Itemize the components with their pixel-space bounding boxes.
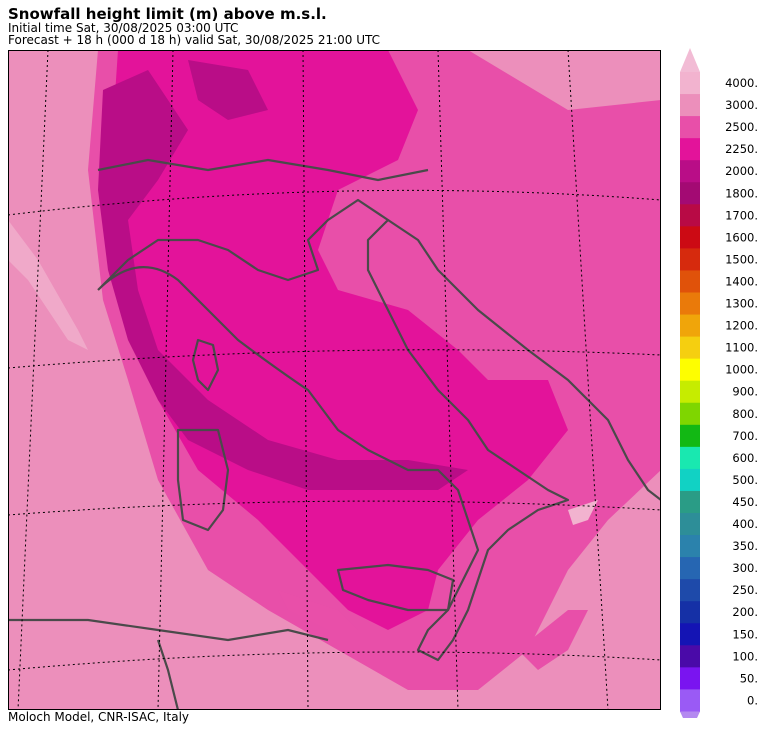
colorbar-swatch [680,248,700,272]
colorbar-label: 150. [732,627,758,641]
colorbar-swatch [680,116,700,139]
colorbar-swatch [680,689,700,713]
colorbar-swatch [680,292,700,316]
balkan-coastline [387,219,661,501]
colorbar-label: 1400. [725,274,758,288]
colorbar-swatch [680,601,700,624]
colorbar-label: 4000. [725,76,758,90]
colorbar-label: 350. [732,539,758,553]
colorbar-label: 1000. [725,363,758,377]
graticule [8,50,661,710]
colorbar-swatch [680,513,700,536]
field-3000-sw [278,590,358,630]
colorbar-bottom-arrow [680,711,700,718]
italy-coastline [97,198,570,662]
colorbar-swatch [680,94,700,117]
colorbar-label: 300. [732,561,758,575]
field-2000-north [188,60,268,120]
colorbar-label: 1600. [725,230,758,244]
colorbar-label: 1700. [725,208,758,222]
colorbar-label: 1100. [725,341,758,355]
corsica-coastline [191,338,220,392]
colorbar-label: 2500. [725,120,758,134]
colorbar-swatch [680,336,700,360]
colorbar-label: 1200. [725,319,758,333]
initial-time: Initial time Sat, 30/08/2025 03:00 UTC [8,21,239,35]
colorbar-label: 200. [732,605,758,619]
colorbar-swatch [680,160,700,183]
colorbar-swatch [680,380,700,404]
colorbar-label: 2250. [725,142,758,156]
colorbar-label: 500. [732,473,758,487]
map-title: Snowfall height limit (m) above m.s.l. [8,5,327,23]
colorbar-label: 250. [732,583,758,597]
colorbar-label: 1800. [725,186,758,200]
colorbar-label: 0. [747,693,758,707]
colorbar-label: 2000. [725,164,758,178]
colorbar-label: 800. [732,407,758,421]
alps-border [97,158,429,182]
africa-coastline [8,618,329,710]
colorbar-swatch [680,645,700,668]
coastlines [8,158,661,710]
colorbar-top-arrow [680,48,700,72]
colorbar-label: 900. [732,385,758,399]
sardinia-coastline [176,428,230,532]
colorbar-swatch [680,226,700,249]
colorbar-swatch [680,667,700,690]
snowfall-map [8,50,661,710]
colorbar-swatch [680,535,700,558]
colorbar-label: 50. [740,671,758,685]
colorbar-label: 1500. [725,252,758,266]
colorbar-swatch [680,402,700,426]
sicily-coastline [336,563,455,612]
colorbar-swatch [680,72,700,95]
field-3000-west [8,220,88,350]
forecast-valid-time: Forecast + 18 h (000 d 18 h) valid Sat, … [8,33,381,47]
colorbar-label: 400. [732,517,758,531]
colorbar-swatch [680,490,700,514]
colorbar-swatch [680,358,700,382]
colorbar-label: 700. [732,429,758,443]
colorbar-label: 450. [732,495,758,509]
field-2000-band [98,70,468,490]
colorbar-swatch [680,204,700,227]
colorbar-swatch [680,270,700,294]
colorbar-swatch [680,182,700,205]
colorbar-swatch [680,623,700,646]
map-canvas [8,50,661,710]
header: Snowfall height limit (m) above m.s.l. I… [8,6,380,46]
colorbar-swatch [680,138,700,161]
field-2500-ionian [518,610,588,670]
colorbar: 4000. 3000. 2500. 2250. 2000. 1800. 1700. 1600.… [676,48,760,718]
colorbar-label: 3000. [725,98,758,112]
colorbar-swatch [680,446,700,470]
model-credit: Moloch Model, CNR-ISAC, Italy [8,710,190,724]
colorbar-label: 100. [732,649,758,663]
field-light-patch [568,500,598,525]
colorbar-label: 600. [732,451,758,465]
colorbar-swatch [680,468,700,492]
colorbar-swatch [680,579,700,602]
colorbar-label: 1300. [725,297,758,311]
colorbar-canvas: 4000. 3000. 2500. 2250. 2000. 1800. 1700. 1600.… [680,48,758,718]
colorbar-swatch [680,557,700,580]
colorbar-swatch [680,314,700,338]
colorbar-swatch [680,424,700,448]
